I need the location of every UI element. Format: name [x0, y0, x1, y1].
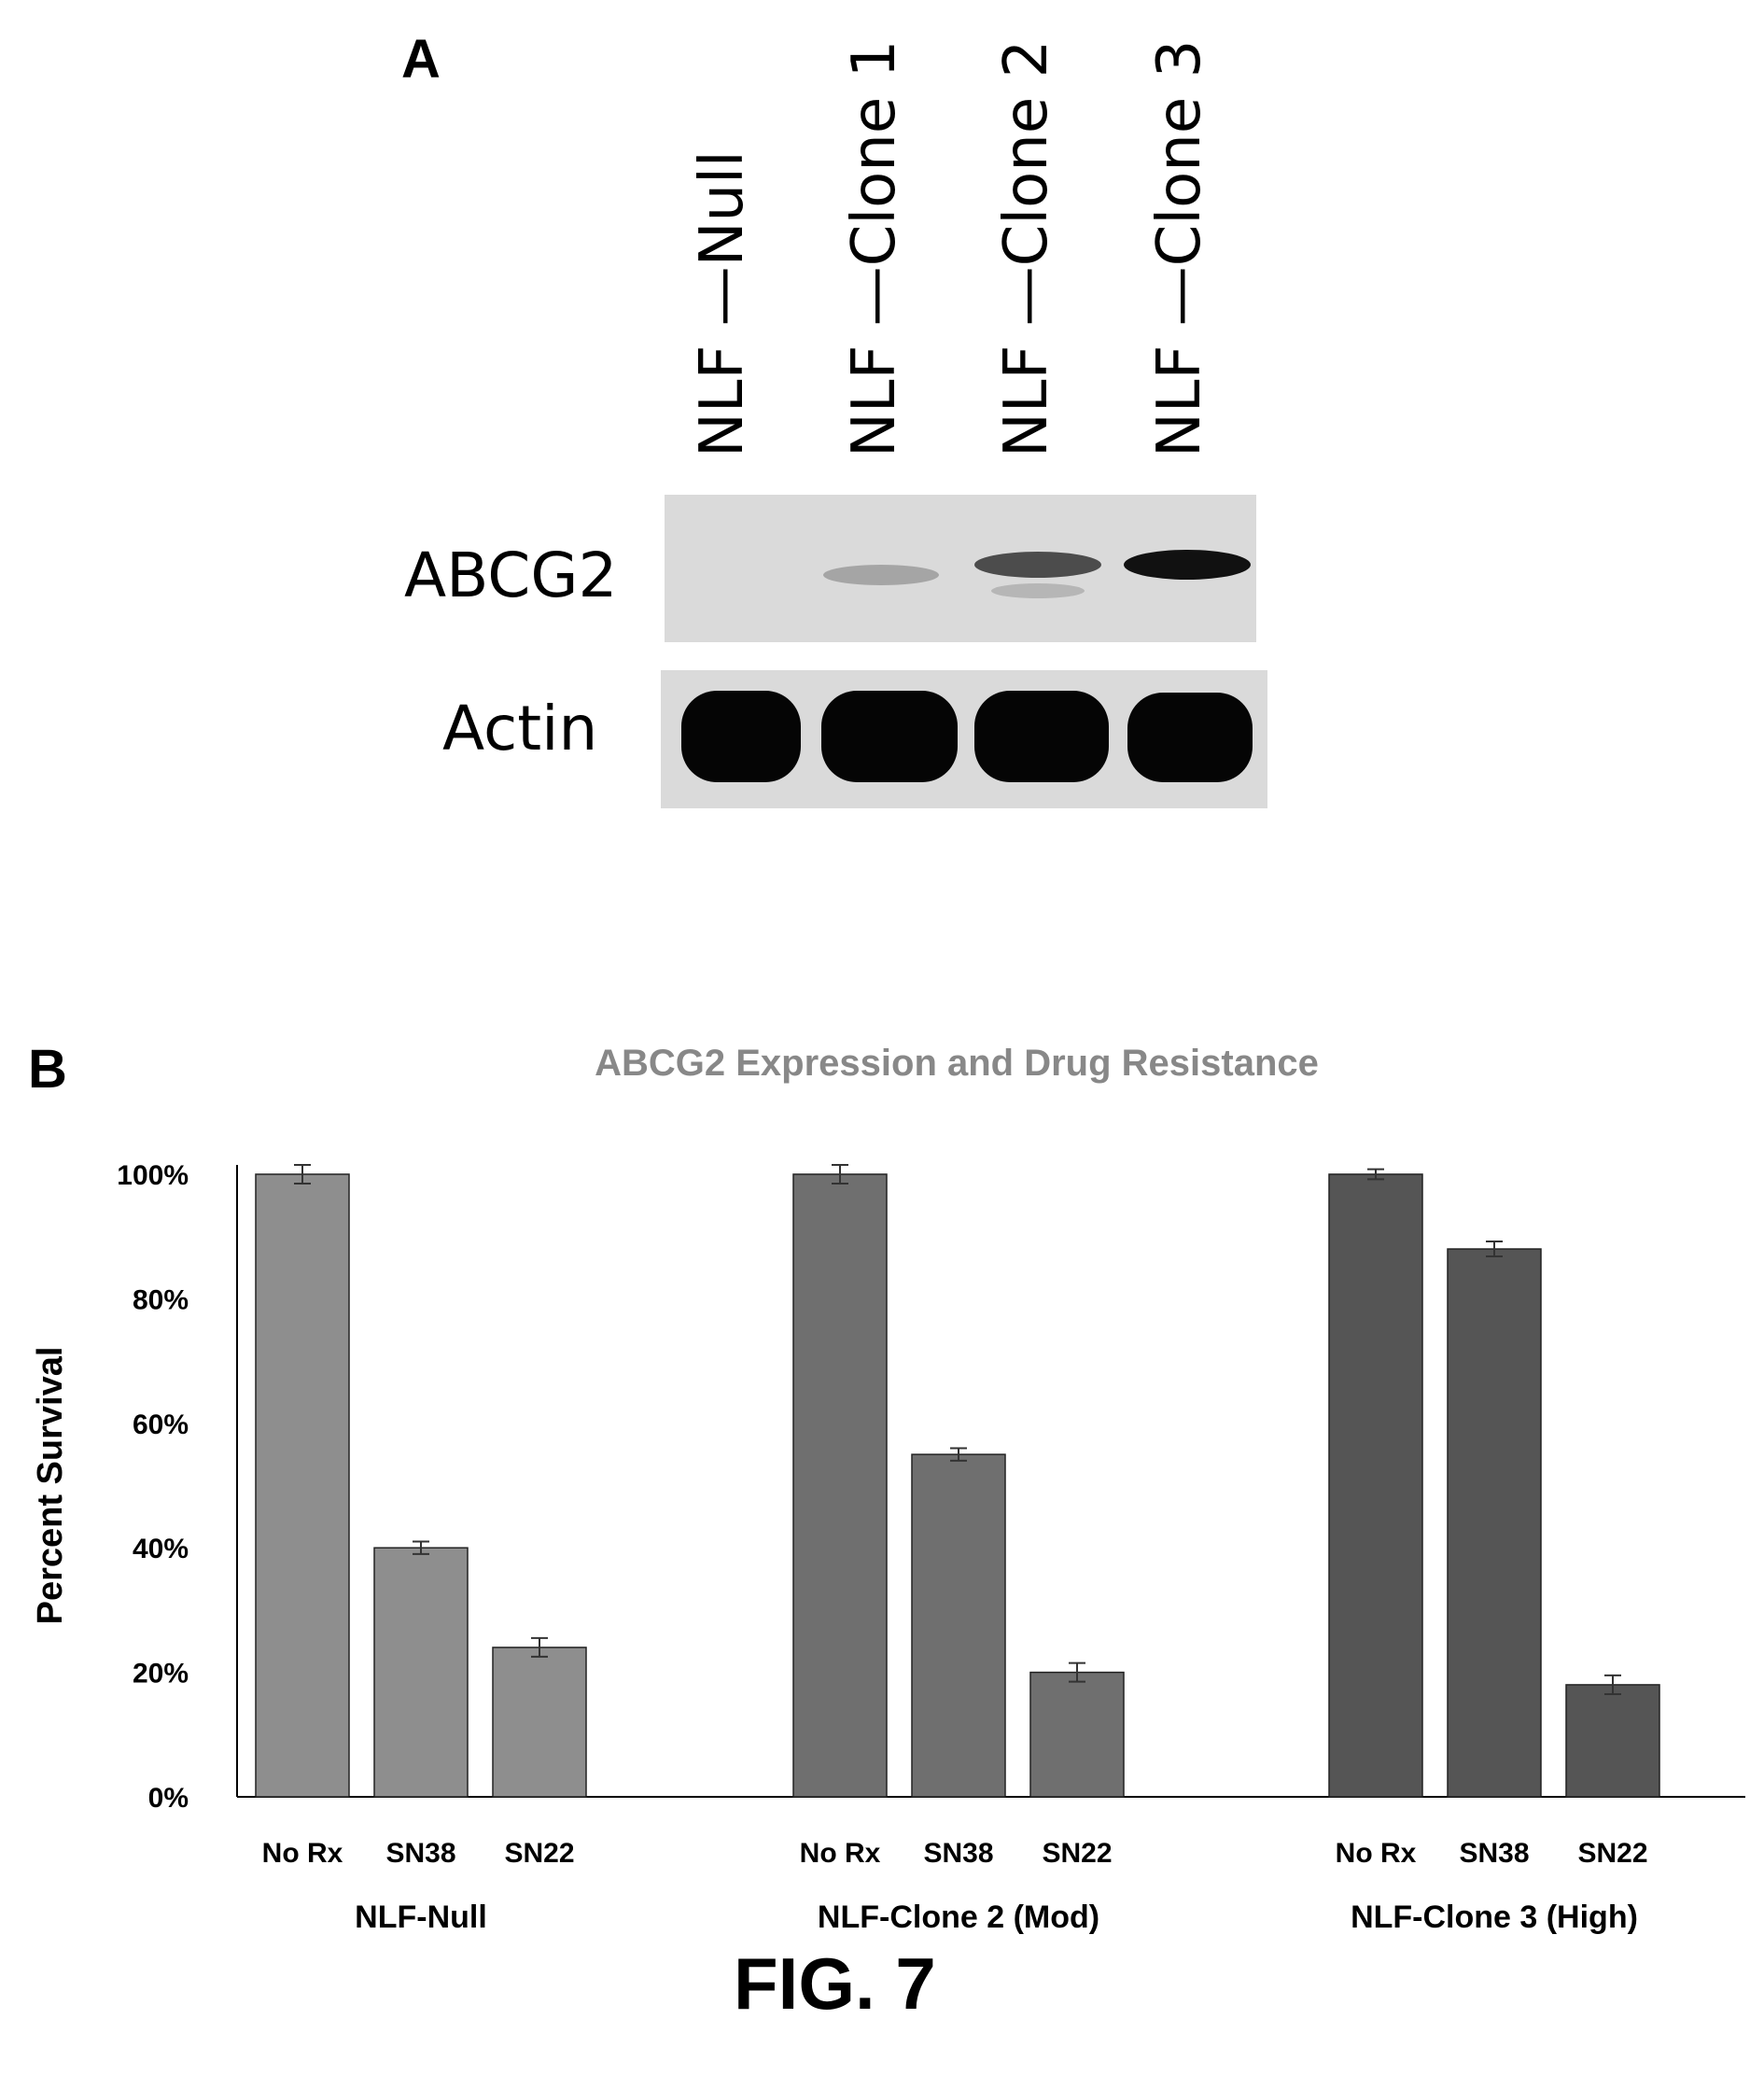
- blot-row-label-abcg2: ABCG2: [404, 540, 618, 611]
- y-axis-label: Percent Survival: [31, 1347, 70, 1625]
- y-tick-label: 0%: [148, 1783, 189, 1814]
- abcg2-bands: [823, 550, 1251, 598]
- bar: [1328, 1173, 1423, 1798]
- bar: [1565, 1684, 1660, 1798]
- actin-band-lane-1: [681, 691, 801, 782]
- actin-band-lane-2: [821, 691, 958, 782]
- lane-label-1: NLF —Null: [688, 150, 757, 457]
- abcg2-band-lane-4: [1124, 550, 1251, 580]
- lane-label-4: NLF —Clone 3: [1145, 39, 1214, 457]
- bar: [373, 1547, 469, 1798]
- group-label: NLF-Clone 3 (High): [1351, 1900, 1638, 1935]
- panel-b-letter: B: [28, 1039, 67, 1100]
- survival-bar-chart: ABCG2 Expression and Drug Resistance Perc…: [31, 1043, 1745, 1935]
- x-tick-label: No Rx: [1336, 1838, 1417, 1869]
- y-tick-label: 40%: [133, 1534, 189, 1564]
- x-tick-label: SN38: [923, 1838, 993, 1869]
- group-label: NLF-Null: [355, 1900, 487, 1935]
- bar: [492, 1647, 587, 1798]
- bar: [255, 1173, 350, 1798]
- x-tick-label: SN22: [1042, 1838, 1112, 1869]
- group-label: NLF-Clone 2 (Mod): [818, 1900, 1099, 1935]
- x-tick-label: SN38: [1459, 1838, 1529, 1869]
- y-tick-label: 100%: [117, 1160, 189, 1191]
- y-tick-label: 80%: [133, 1284, 189, 1315]
- chart-title: ABCG2 Expression and Drug Resistance: [595, 1043, 1319, 1084]
- western-blot-abcg2: [665, 495, 1256, 642]
- lane-label-3: NLF —Clone 2: [992, 39, 1061, 457]
- actin-band-lane-4: [1127, 693, 1253, 782]
- panel-a-letter: A: [401, 29, 441, 90]
- lane-label-2: NLF —Clone 1: [840, 39, 909, 457]
- bar: [911, 1453, 1006, 1798]
- bar: [1029, 1671, 1125, 1798]
- x-tick-label: No Rx: [800, 1838, 881, 1869]
- x-tick-label: No Rx: [262, 1838, 343, 1869]
- figure-label: FIG. 7: [734, 1942, 936, 2025]
- bar: [792, 1173, 888, 1798]
- y-tick-label: 20%: [133, 1659, 189, 1689]
- actin-band-lane-3: [974, 691, 1109, 782]
- bar: [1447, 1248, 1542, 1798]
- x-tick-label: SN22: [1577, 1838, 1647, 1869]
- actin-bands: [681, 691, 1253, 782]
- x-tick-label: SN22: [504, 1838, 574, 1869]
- abcg2-band-lane-2: [823, 565, 939, 585]
- x-tick-label: SN38: [385, 1838, 455, 1869]
- blot-row-label-actin: Actin: [442, 693, 598, 764]
- y-tick-label: 60%: [133, 1409, 189, 1440]
- abcg2-band-lane-3: [974, 552, 1101, 578]
- western-blot-actin: [661, 670, 1267, 808]
- abcg2-band-lane-3-lower: [991, 583, 1085, 598]
